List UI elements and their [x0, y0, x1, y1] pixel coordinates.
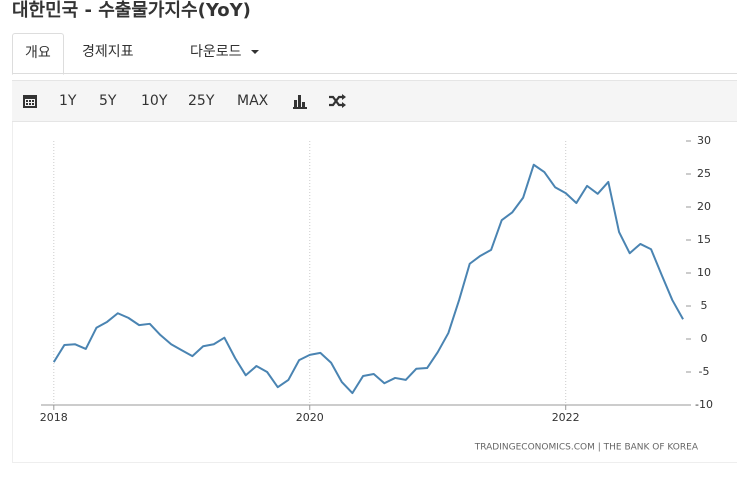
tab[interactable]: 다운로드: [190, 33, 260, 73]
y-tick-label: -10: [695, 398, 713, 411]
y-tick-label: 30: [697, 134, 711, 147]
tab-label: 다운로드: [190, 44, 242, 60]
range-button[interactable]: 25Y: [188, 93, 215, 109]
x-tick-label: 2020: [296, 411, 324, 424]
x-tick-label: 2018: [40, 411, 68, 424]
page-title: 대한민국 - 수출물가지수(YoY): [12, 0, 251, 21]
chart: TRADINGECONOMICS.COM | THE BANK OF KOREA…: [40, 134, 713, 453]
y-tick-label: 15: [697, 233, 711, 246]
y-tick-label: 10: [697, 266, 711, 279]
tab[interactable]: 경제지표: [82, 44, 134, 60]
y-tick-label: -5: [699, 365, 710, 378]
bar-chart-icon[interactable]: [292, 93, 308, 109]
calendar-icon[interactable]: [22, 93, 38, 109]
toolbar: 1Y 5Y 10Y 25Y MAX: [12, 80, 737, 122]
caret: [250, 50, 259, 54]
range-button[interactable]: 1Y: [59, 93, 77, 109]
tab[interactable]: 개요: [12, 33, 64, 75]
range-button[interactable]: 10Y: [141, 93, 168, 109]
chart-panel: TRADINGECONOMICS.COM | THE BANK OF KOREA…: [12, 122, 737, 463]
source-note: TRADINGECONOMICS.COM | THE BANK OF KOREA: [474, 443, 699, 453]
range-button[interactable]: 5Y: [99, 93, 117, 109]
y-tick-label: 5: [701, 299, 708, 312]
data-line: [52, 163, 684, 395]
range-button[interactable]: MAX: [237, 93, 269, 109]
y-tick-label: 25: [697, 167, 711, 180]
y-tick-label: 0: [701, 332, 708, 345]
tab-bar: 개요 경제지표 다운로드: [12, 33, 737, 75]
shuffle-icon[interactable]: [328, 93, 346, 109]
y-tick-label: 20: [697, 200, 711, 213]
x-tick-label: 2022: [552, 411, 580, 424]
